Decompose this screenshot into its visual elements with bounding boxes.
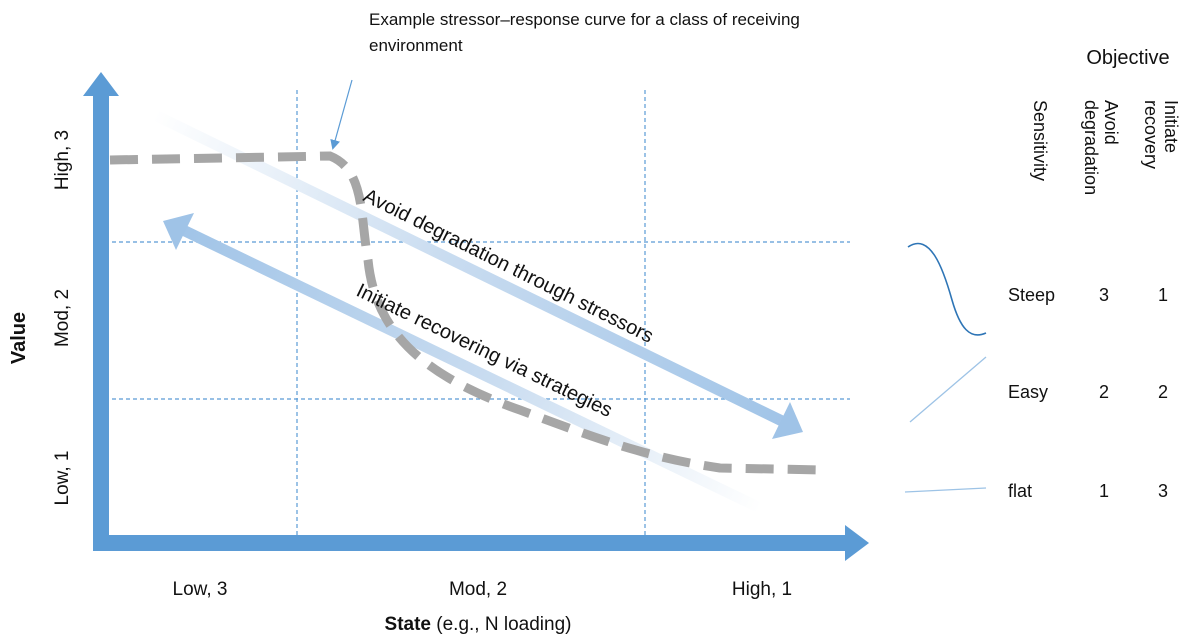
sensitivity-header: Sensitivity — [1030, 100, 1050, 181]
avoid-degradation-header-line-1: Avoid — [1101, 100, 1121, 145]
row-sensitivity-easy: Easy — [1008, 382, 1048, 402]
x-axis-arrowhead — [845, 525, 869, 561]
steep-curve-icon — [907, 242, 987, 336]
y-tick-mod: Mod, 2 — [52, 289, 73, 347]
row-initiate-flat: 3 — [1158, 481, 1168, 501]
row-initiate-steep: 1 — [1158, 285, 1168, 305]
y-axis-title: Value — [8, 312, 30, 364]
x-axis — [93, 535, 848, 551]
y-axis-arrowhead — [83, 72, 119, 96]
flat-line-icon — [904, 487, 987, 493]
grid-lines — [105, 90, 850, 545]
table-row: flat 1 3 — [1008, 481, 1168, 501]
x-tick-high: High, 1 — [732, 579, 792, 600]
annotation-pointer — [330, 79, 353, 150]
row-avoid-easy: 2 — [1099, 382, 1109, 402]
table-row: Easy 2 2 — [1008, 382, 1168, 402]
annotation-line-1: Example stressor–response curve for a cl… — [369, 10, 800, 29]
stressor-response-curve — [109, 151, 826, 475]
row-avoid-flat: 1 — [1099, 481, 1109, 501]
easy-line-icon — [909, 356, 987, 423]
axes — [83, 72, 869, 561]
row-avoid-steep: 3 — [1099, 285, 1109, 305]
objective-header: Objective — [1086, 47, 1169, 69]
initiate-recovery-header-line-1: Initiate — [1161, 100, 1181, 153]
x-axis-title-rest: (e.g., N loading) — [431, 614, 571, 635]
table-row: Steep 3 1 — [1008, 285, 1168, 305]
row-initiate-easy: 2 — [1158, 382, 1168, 402]
annotation-line-2: environment — [369, 36, 463, 55]
x-tick-mod: Mod, 2 — [449, 579, 507, 600]
y-axis — [93, 92, 109, 551]
avoid-degradation-header-line-2: degradation — [1081, 100, 1101, 195]
row-sensitivity-flat: flat — [1008, 481, 1032, 501]
x-axis-title-bold: State — [385, 614, 431, 635]
degradation-arrow — [152, 110, 803, 439]
x-axis-title: State (e.g., N loading) — [385, 614, 572, 635]
initiate-recovery-header-line-2: recovery — [1141, 100, 1161, 169]
row-sensitivity-steep: Steep — [1008, 285, 1055, 305]
y-tick-low: Low, 1 — [52, 451, 73, 506]
y-tick-high: High, 3 — [52, 130, 73, 190]
x-tick-low: Low, 3 — [173, 579, 228, 600]
